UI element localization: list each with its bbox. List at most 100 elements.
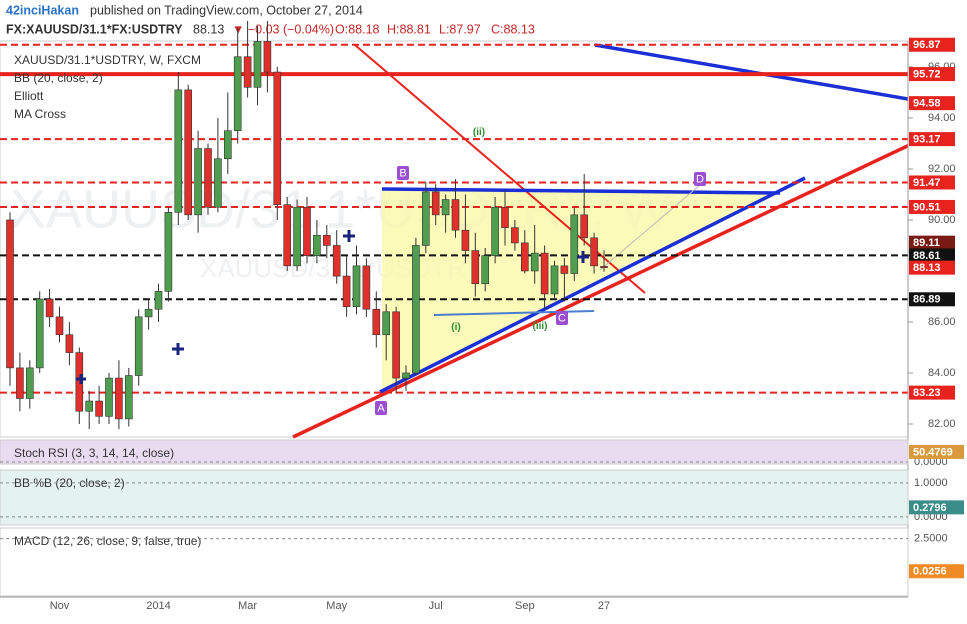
- candle-body: [570, 214, 579, 274]
- level-label: 83.23: [913, 387, 941, 399]
- panel-value: 0.0256: [913, 566, 947, 578]
- wave-label: B: [399, 167, 406, 179]
- level-label: 90.51: [913, 201, 941, 213]
- level-label: 86.89: [913, 294, 941, 306]
- panel-title: BB %B (20, close, 2): [14, 476, 125, 490]
- level-label-bg: [909, 235, 955, 250]
- last-price: 88.13: [193, 22, 224, 36]
- candle-body: [600, 266, 608, 268]
- candle-body: [174, 89, 183, 213]
- wave-box: [375, 401, 387, 415]
- candle-body: [303, 206, 311, 256]
- candle-body: [194, 148, 202, 216]
- candle-body: [243, 56, 252, 88]
- candle-body: [55, 316, 64, 336]
- x-tick-label: Nov: [50, 600, 70, 612]
- candle-body: [184, 89, 192, 216]
- wave-label: C: [558, 312, 566, 324]
- candle-body: [313, 234, 321, 256]
- indicator-panel: [0, 469, 909, 526]
- trend-line: [381, 187, 781, 195]
- wave-label: D: [696, 173, 704, 185]
- candle-body: [263, 41, 272, 73]
- legend-entry: Elliott: [14, 89, 44, 103]
- level-label-bg: [909, 175, 955, 190]
- axis: 96.0094.0092.0090.0086.0084.0082.0096.87…: [908, 37, 956, 430]
- panel-value-bg: [909, 444, 964, 459]
- level-label: 88.13: [913, 262, 941, 274]
- level-label-bg: [909, 132, 955, 147]
- y-tick-label: 84.00: [928, 367, 956, 379]
- candle-body: [560, 265, 569, 274]
- candle-body: [16, 367, 24, 399]
- x-tick-label: May: [326, 600, 347, 612]
- indicator-panel: [0, 527, 909, 597]
- panel-value-bg: [909, 500, 964, 515]
- candle-body: [501, 206, 509, 228]
- candle-body: [402, 372, 410, 379]
- candle-body: [332, 245, 341, 277]
- wave-box: [694, 172, 706, 186]
- level-label: 88.61: [913, 250, 941, 262]
- panel-title: Stoch RSI (3, 3, 14, 14, close): [14, 446, 174, 460]
- candle-body: [204, 148, 212, 208]
- candle-body: [45, 298, 54, 318]
- level-label-bg: [909, 67, 955, 82]
- candle-body: [550, 265, 559, 295]
- candle-body: [372, 308, 381, 336]
- legend: BB (20, close, 2) Elliott MA Cross: [14, 71, 103, 121]
- candle-body: [392, 311, 400, 379]
- symbol: FX:XAUUSD/31.1*FX:USDTRY: [6, 22, 183, 36]
- candle-body: [352, 265, 361, 307]
- level-label: 96.87: [913, 39, 941, 51]
- author[interactable]: 42inciHakan: [6, 3, 79, 17]
- candle-body: [441, 199, 450, 216]
- trend-line: [594, 43, 909, 101]
- ohlc: O:88.18 H:88.81 L:87.97 C:88.13: [335, 22, 535, 36]
- panel-tick-label: 1.0000: [914, 477, 948, 489]
- candle-body: [214, 158, 222, 208]
- candle-body: [253, 41, 262, 88]
- level-label-bg: [909, 260, 955, 275]
- wave-label: (ii): [473, 127, 485, 138]
- legend-title: XAUUSD/31.1*USDTRY, W, FXCM: [14, 53, 201, 67]
- y-tick-label: 90.00: [928, 214, 956, 226]
- x-tick-label: Mar: [238, 600, 257, 612]
- trend-line: [379, 176, 806, 394]
- level-label: 93.17: [913, 134, 941, 146]
- candle-body: [134, 316, 143, 376]
- candle-body: [125, 375, 133, 420]
- candle-body: [75, 352, 84, 412]
- wave-label: (iii): [533, 321, 548, 332]
- candle-body: [511, 227, 519, 244]
- candle-body: [491, 206, 499, 256]
- x-tick-label: Jul: [429, 600, 443, 612]
- candle-body: [431, 191, 440, 216]
- ohlc-value: H:88.81: [387, 22, 431, 36]
- wave-label: A: [377, 402, 385, 414]
- panel-tick-label: 2.5000: [914, 532, 948, 544]
- candle-body: [342, 275, 351, 307]
- candle-body: [283, 204, 292, 267]
- candle-body: [35, 298, 44, 369]
- candle-body: [362, 265, 371, 310]
- panel-tick-label: 0.0000: [914, 456, 948, 468]
- pivot-marks: [76, 230, 589, 384]
- candle-body: [233, 56, 242, 131]
- y-tick-label: 86.00: [928, 316, 956, 328]
- candle-body: [164, 212, 173, 292]
- candle-body: [540, 252, 549, 295]
- level-label-bg: [909, 37, 955, 52]
- level-label-bg: [909, 96, 955, 111]
- candle-body: [322, 234, 331, 246]
- candle-body: [95, 400, 103, 417]
- candle-body: [273, 71, 282, 205]
- ohlc-value: O:88.18: [335, 22, 380, 36]
- candle-body: [461, 229, 470, 251]
- legend-entry: BB (20, close, 2): [14, 71, 103, 85]
- annotations: A B C D (i) (ii) (iii): [375, 127, 706, 415]
- candle-body: [520, 242, 529, 272]
- legend-entry: MA Cross: [14, 107, 66, 121]
- published: published on TradingView.com, October 27…: [90, 3, 363, 17]
